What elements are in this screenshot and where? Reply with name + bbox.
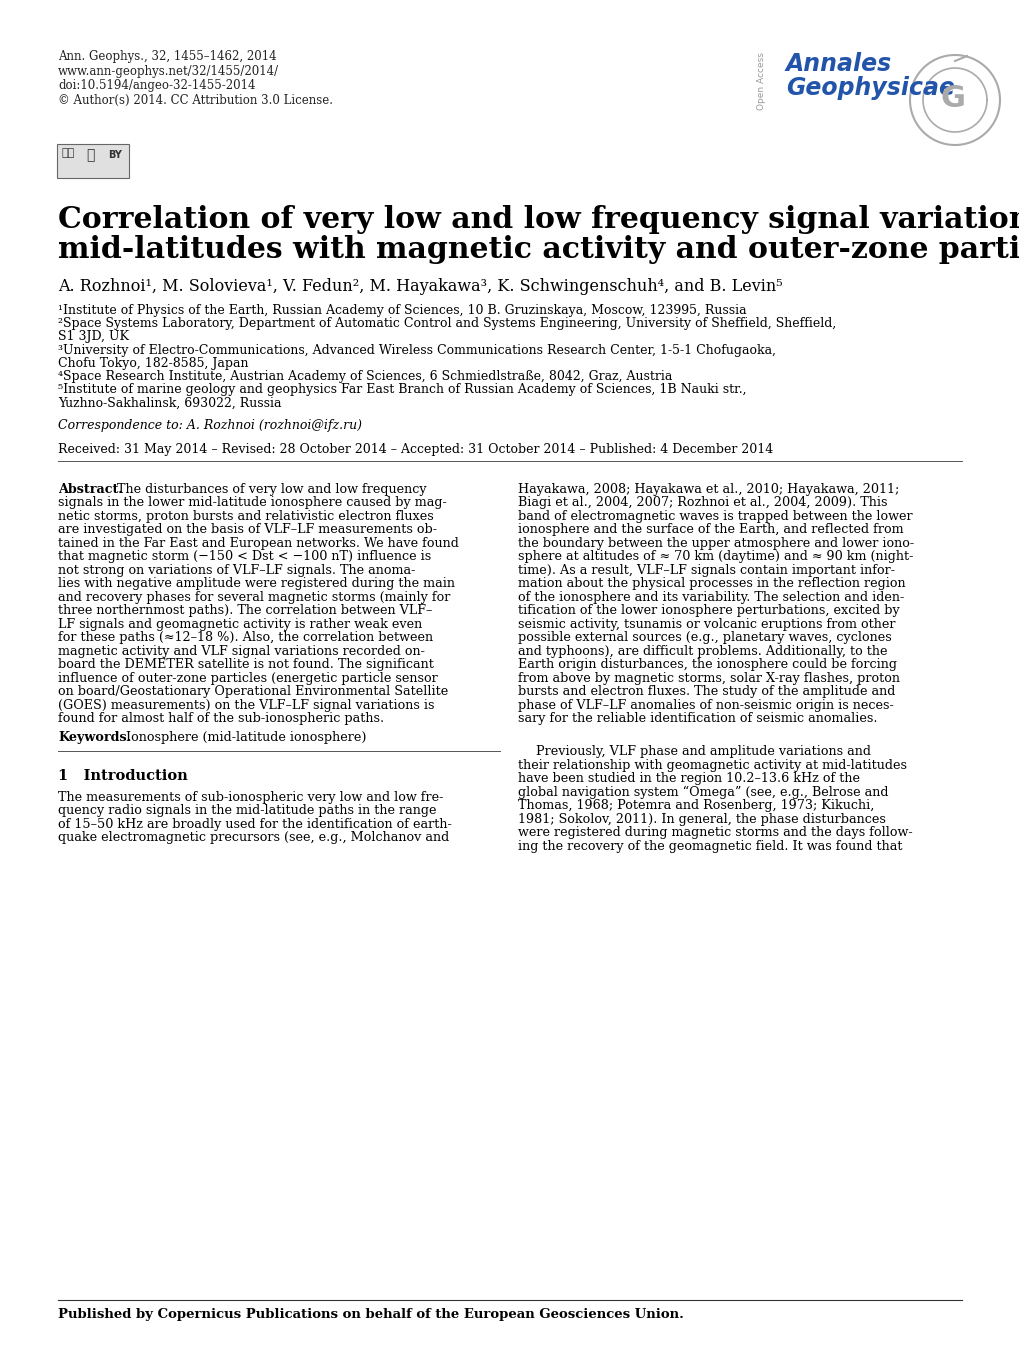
- Text: seismic activity, tsunamis or volcanic eruptions from other: seismic activity, tsunamis or volcanic e…: [518, 617, 895, 631]
- Text: found for almost half of the sub-ionospheric paths.: found for almost half of the sub-ionosph…: [58, 712, 384, 725]
- Text: ⒸⒸ: ⒸⒸ: [62, 148, 75, 157]
- Text: Geophysicae: Geophysicae: [786, 77, 954, 100]
- Text: Ann. Geophys., 32, 1455–1462, 2014: Ann. Geophys., 32, 1455–1462, 2014: [58, 50, 276, 63]
- Text: sary for the reliable identification of seismic anomalies.: sary for the reliable identification of …: [518, 712, 876, 725]
- Text: global navigation system “Omega” (see, e.g., Belrose and: global navigation system “Omega” (see, e…: [518, 785, 888, 799]
- Text: and typhoons), are difficult problems. Additionally, to the: and typhoons), are difficult problems. A…: [518, 644, 887, 658]
- Text: were registered during magnetic storms and the days follow-: were registered during magnetic storms a…: [518, 826, 912, 839]
- Text: from above by magnetic storms, solar X-ray flashes, proton: from above by magnetic storms, solar X-r…: [518, 671, 899, 685]
- Text: have been studied in the region 10.2–13.6 kHz of the: have been studied in the region 10.2–13.…: [518, 772, 859, 785]
- Text: LF signals and geomagnetic activity is rather weak even: LF signals and geomagnetic activity is r…: [58, 617, 422, 631]
- Text: Earth origin disturbances, the ionosphere could be forcing: Earth origin disturbances, the ionospher…: [518, 658, 896, 671]
- Text: 1981; Sokolov, 2011). In general, the phase disturbances: 1981; Sokolov, 2011). In general, the ph…: [518, 812, 886, 826]
- Text: (GOES) measurements) on the VLF–LF signal variations is: (GOES) measurements) on the VLF–LF signa…: [58, 698, 434, 712]
- Text: Keywords.: Keywords.: [58, 730, 130, 744]
- Text: ²Space Systems Laboratory, Department of Automatic Control and Systems Engineeri: ²Space Systems Laboratory, Department of…: [58, 317, 836, 331]
- Text: possible external sources (e.g., planetary waves, cyclones: possible external sources (e.g., planeta…: [518, 631, 891, 644]
- Text: doi:10.5194/angeo-32-1455-2014: doi:10.5194/angeo-32-1455-2014: [58, 79, 255, 91]
- Text: ¹Institute of Physics of the Earth, Russian Academy of Sciences, 10 B. Gruzinska: ¹Institute of Physics of the Earth, Russ…: [58, 304, 746, 317]
- Text: of 15–50 kHz are broadly used for the identification of earth-: of 15–50 kHz are broadly used for the id…: [58, 818, 451, 831]
- Text: Abstract.: Abstract.: [58, 483, 122, 495]
- Text: signals in the lower mid-latitude ionosphere caused by mag-: signals in the lower mid-latitude ionosp…: [58, 496, 446, 510]
- Text: Open Access: Open Access: [757, 52, 765, 110]
- Text: the boundary between the upper atmosphere and lower iono-: the boundary between the upper atmospher…: [518, 537, 913, 550]
- Text: not strong on variations of VLF–LF signals. The anoma-: not strong on variations of VLF–LF signa…: [58, 564, 415, 577]
- Text: ing the recovery of the geomagnetic field. It was found that: ing the recovery of the geomagnetic fiel…: [518, 839, 902, 853]
- Text: tained in the Far East and European networks. We have found: tained in the Far East and European netw…: [58, 537, 459, 550]
- Text: ³University of Electro-Communications, Advanced Wireless Communications Research: ³University of Electro-Communications, A…: [58, 343, 775, 356]
- Text: that magnetic storm (−150 < Dst < −100 nT) influence is: that magnetic storm (−150 < Dst < −100 n…: [58, 550, 431, 564]
- Text: influence of outer-zone particles (energetic particle sensor: influence of outer-zone particles (energ…: [58, 671, 437, 685]
- Text: board the DEMETER satellite is not found. The significant: board the DEMETER satellite is not found…: [58, 658, 433, 671]
- Text: © Author(s) 2014. CC Attribution 3.0 License.: © Author(s) 2014. CC Attribution 3.0 Lic…: [58, 94, 332, 106]
- Text: A. Rozhnoi¹, M. Solovieva¹, V. Fedun², M. Hayakawa³, K. Schwingenschuh⁴, and B. : A. Rozhnoi¹, M. Solovieva¹, V. Fedun², M…: [58, 278, 782, 295]
- Text: for these paths (≈12–18 %). Also, the correlation between: for these paths (≈12–18 %). Also, the co…: [58, 631, 433, 644]
- Text: of the ionosphere and its variability. The selection and iden-: of the ionosphere and its variability. T…: [518, 590, 904, 604]
- Text: are investigated on the basis of VLF–LF measurements ob-: are investigated on the basis of VLF–LF …: [58, 523, 436, 537]
- Text: their relationship with geomagnetic activity at mid-latitudes: their relationship with geomagnetic acti…: [518, 759, 906, 772]
- Text: The disturbances of very low and low frequency: The disturbances of very low and low fre…: [113, 483, 426, 495]
- Text: lies with negative amplitude were registered during the main: lies with negative amplitude were regist…: [58, 577, 454, 590]
- Text: The measurements of sub-ionospheric very low and low fre-: The measurements of sub-ionospheric very…: [58, 791, 443, 803]
- Text: tification of the lower ionosphere perturbations, excited by: tification of the lower ionosphere pertu…: [518, 604, 899, 617]
- Text: magnetic activity and VLF signal variations recorded on-: magnetic activity and VLF signal variati…: [58, 644, 425, 658]
- Text: Correlation of very low and low frequency signal variations at: Correlation of very low and low frequenc…: [58, 204, 1019, 234]
- Text: ⁵Institute of marine geology and geophysics Far East Branch of Russian Academy o: ⁵Institute of marine geology and geophys…: [58, 383, 746, 397]
- Text: Annales: Annales: [786, 52, 892, 77]
- Text: Received: 31 May 2014 – Revised: 28 October 2014 – Accepted: 31 October 2014 – P: Received: 31 May 2014 – Revised: 28 Octo…: [58, 443, 772, 456]
- Text: www.ann-geophys.net/32/1455/2014/: www.ann-geophys.net/32/1455/2014/: [58, 65, 279, 78]
- Text: Ionosphere (mid-latitude ionosphere): Ionosphere (mid-latitude ionosphere): [118, 730, 366, 744]
- Text: BY: BY: [108, 151, 121, 160]
- Text: phase of VLF–LF anomalies of non-seismic origin is neces-: phase of VLF–LF anomalies of non-seismic…: [518, 698, 893, 712]
- Text: quency radio signals in the mid-latitude paths in the range: quency radio signals in the mid-latitude…: [58, 804, 436, 818]
- Text: on board/Geostationary Operational Environmental Satellite: on board/Geostationary Operational Envir…: [58, 685, 447, 698]
- Text: sphere at altitudes of ≈ 70 km (daytime) and ≈ 90 km (night-: sphere at altitudes of ≈ 70 km (daytime)…: [518, 550, 912, 564]
- Text: mid-latitudes with magnetic activity and outer-zone particles: mid-latitudes with magnetic activity and…: [58, 235, 1019, 264]
- FancyBboxPatch shape: [57, 144, 128, 178]
- Text: time). As a result, VLF–LF signals contain important infor-: time). As a result, VLF–LF signals conta…: [518, 564, 894, 577]
- Text: S1 3JD, UK: S1 3JD, UK: [58, 331, 128, 343]
- Text: ⓘ: ⓘ: [86, 148, 95, 161]
- Text: mation about the physical processes in the reflection region: mation about the physical processes in t…: [518, 577, 905, 590]
- Text: bursts and electron fluxes. The study of the amplitude and: bursts and electron fluxes. The study of…: [518, 685, 895, 698]
- Text: Chofu Tokyo, 182-8585, Japan: Chofu Tokyo, 182-8585, Japan: [58, 356, 249, 370]
- Text: band of electromagnetic waves is trapped between the lower: band of electromagnetic waves is trapped…: [518, 510, 912, 523]
- Text: 1   Introduction: 1 Introduction: [58, 768, 187, 783]
- Text: ionosphere and the surface of the Earth, and reflected from: ionosphere and the surface of the Earth,…: [518, 523, 903, 537]
- Text: Correspondence to: A. Rozhnoi (rozhnoi@ifz.ru): Correspondence to: A. Rozhnoi (rozhnoi@i…: [58, 418, 362, 432]
- Text: Previously, VLF phase and amplitude variations and: Previously, VLF phase and amplitude vari…: [535, 745, 870, 759]
- Text: quake electromagnetic precursors (see, e.g., Molchanov and: quake electromagnetic precursors (see, e…: [58, 831, 448, 845]
- Text: Published by Copernicus Publications on behalf of the European Geosciences Union: Published by Copernicus Publications on …: [58, 1307, 683, 1321]
- Text: Hayakawa, 2008; Hayakawa et al., 2010; Hayakawa, 2011;: Hayakawa, 2008; Hayakawa et al., 2010; H…: [518, 483, 899, 495]
- Text: ⁴Space Research Institute, Austrian Academy of Sciences, 6 Schmiedlstraße, 8042,: ⁴Space Research Institute, Austrian Acad…: [58, 370, 672, 383]
- Text: and recovery phases for several magnetic storms (mainly for: and recovery phases for several magnetic…: [58, 590, 450, 604]
- Text: Yuzhno-Sakhalinsk, 693022, Russia: Yuzhno-Sakhalinsk, 693022, Russia: [58, 397, 281, 409]
- Text: Biagi et al., 2004, 2007; Rozhnoi et al., 2004, 2009). This: Biagi et al., 2004, 2007; Rozhnoi et al.…: [518, 496, 887, 510]
- Text: G: G: [941, 83, 965, 113]
- Text: netic storms, proton bursts and relativistic electron fluxes: netic storms, proton bursts and relativi…: [58, 510, 433, 523]
- Text: three northernmost paths). The correlation between VLF–: three northernmost paths). The correlati…: [58, 604, 432, 617]
- Text: Thomas, 1968; Potemra and Rosenberg, 1973; Kikuchi,: Thomas, 1968; Potemra and Rosenberg, 197…: [518, 799, 873, 812]
